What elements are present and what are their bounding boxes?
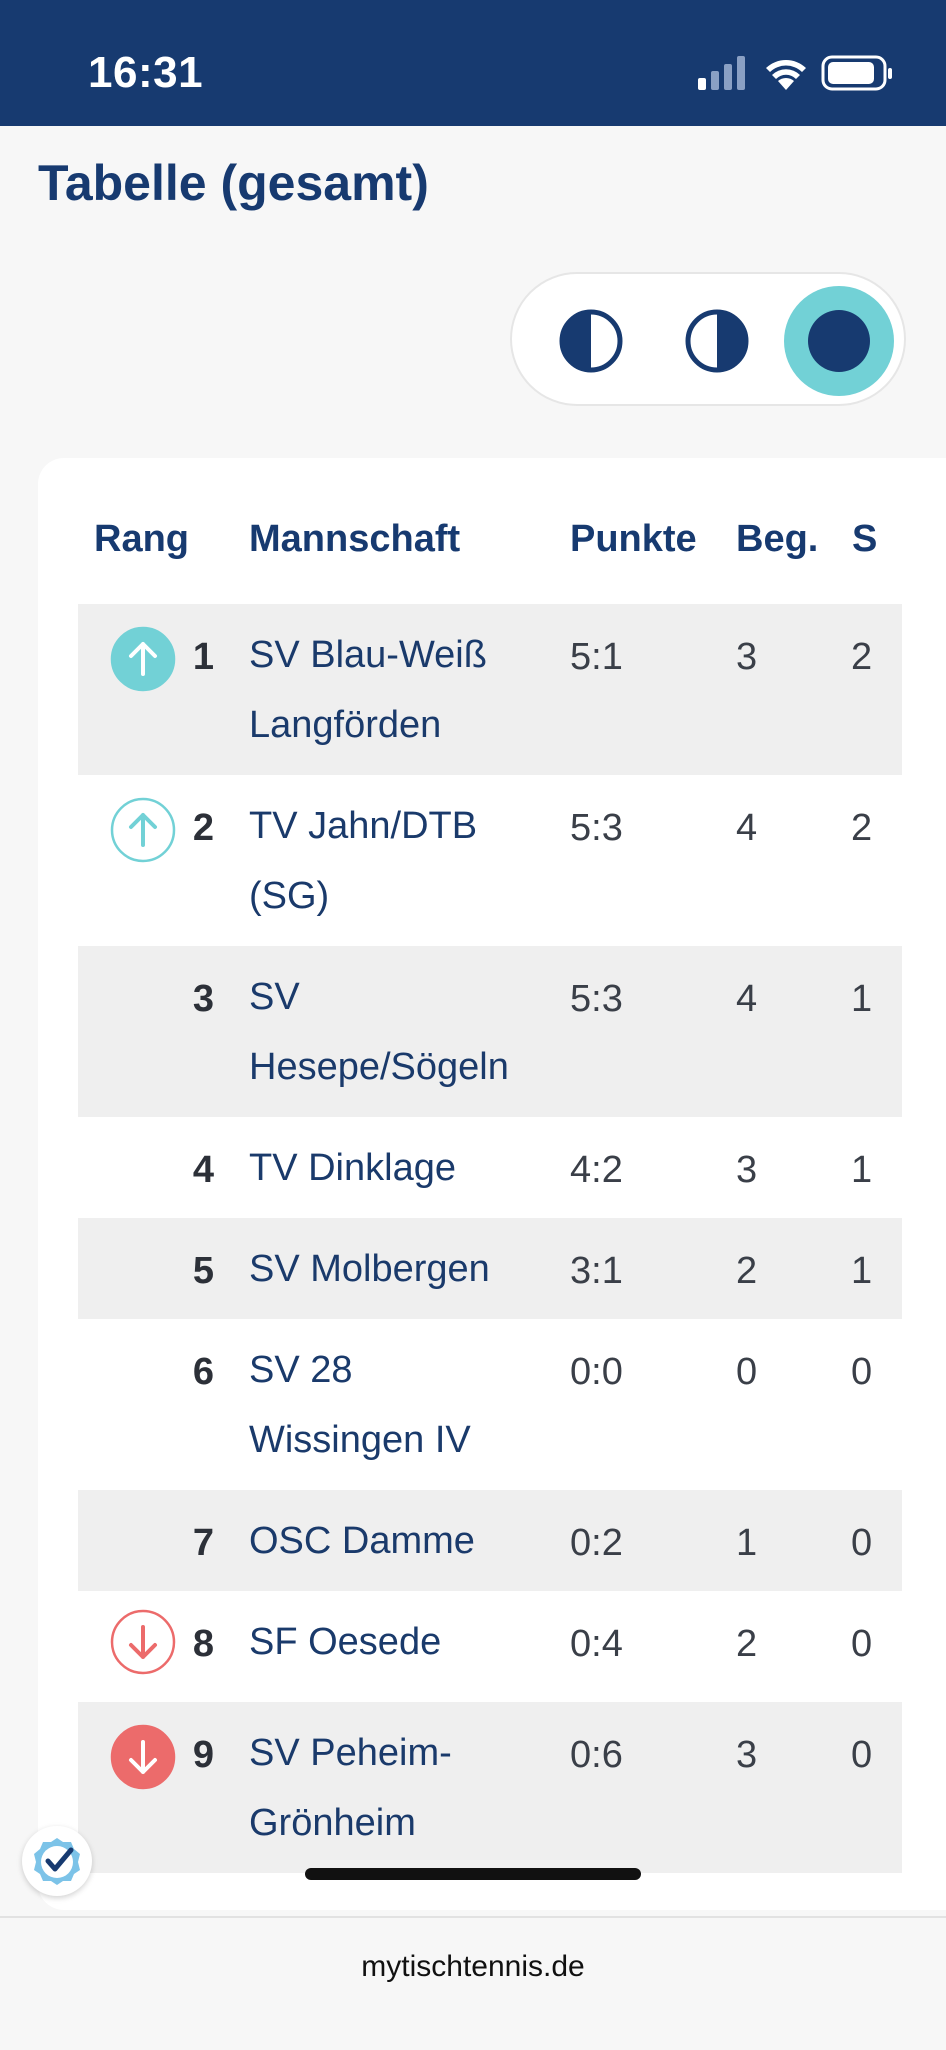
stat-punkte: 3:1 xyxy=(570,1250,623,1292)
table-row[interactable]: 6 SV 28 Wissingen IV 0:0 0 0 xyxy=(78,1319,902,1490)
home-indicator[interactable] xyxy=(305,1868,641,1880)
stat-s: 0 xyxy=(851,1734,873,1776)
team-name[interactable]: SV Molbergen xyxy=(249,1234,549,1304)
team-name-line1: SV 28 xyxy=(249,1349,353,1391)
table-row[interactable]: 1 SV Blau-Weiß Langförden 5:1 3 2 xyxy=(78,604,902,775)
stat-s: 0 xyxy=(851,1623,873,1665)
team-name[interactable]: SV 28 Wissingen IV xyxy=(249,1335,549,1475)
rank-number: 3 xyxy=(192,978,214,1020)
rank-number: 1 xyxy=(192,636,214,678)
stat-s: 2 xyxy=(851,807,873,849)
stat-beg: 4 xyxy=(736,807,758,849)
arrow-down-icon xyxy=(110,1724,176,1790)
team-name-line1: SV Peheim- xyxy=(249,1732,452,1774)
header-mannschaft[interactable]: Mannschaft xyxy=(249,518,461,560)
verified-badge[interactable] xyxy=(22,1826,92,1896)
footer-url[interactable]: mytischtennis.de xyxy=(361,1950,585,1983)
rank-number: 4 xyxy=(192,1149,214,1191)
team-name-line1: SF Oesede xyxy=(249,1621,442,1663)
arrow-up-icon xyxy=(110,797,176,863)
view-toggle xyxy=(510,272,906,406)
battery-icon xyxy=(821,55,892,91)
left-half-icon xyxy=(559,309,623,373)
table-row[interactable]: 8 SF Oesede 0:4 2 0 xyxy=(78,1591,902,1702)
team-name[interactable]: TV Jahn/DTB (SG) xyxy=(249,791,549,931)
right-half-icon xyxy=(685,309,749,373)
page-title: Tabelle (gesamt) xyxy=(38,155,429,211)
rank-number: 2 xyxy=(192,807,214,849)
header-s[interactable]: S xyxy=(852,518,878,560)
team-name[interactable]: SV Peheim- Grönheim xyxy=(249,1718,549,1858)
stat-s: 1 xyxy=(851,1250,873,1292)
rank-number: 6 xyxy=(192,1351,214,1393)
table-row[interactable]: 5 SV Molbergen 3:1 2 1 xyxy=(78,1218,902,1319)
team-name-line1: TV Dinklage xyxy=(249,1147,456,1189)
team-name-line1: OSC Damme xyxy=(249,1520,475,1562)
team-name[interactable]: SV Hesepe/Sögeln xyxy=(249,962,549,1102)
status-bar: 16:31 xyxy=(0,0,946,126)
stat-s: 0 xyxy=(851,1522,873,1564)
stat-punkte: 5:1 xyxy=(570,636,623,678)
stat-beg: 2 xyxy=(736,1623,758,1665)
stat-punkte: 0:2 xyxy=(570,1522,623,1564)
header-beg[interactable]: Beg. xyxy=(736,518,819,560)
full-circle-icon xyxy=(808,310,870,372)
stat-s: 1 xyxy=(851,978,873,1020)
team-name-line2: Grönheim xyxy=(249,1802,416,1844)
stat-punkte: 4:2 xyxy=(570,1149,623,1191)
table-row[interactable]: 9 SV Peheim- Grönheim 0:6 3 0 xyxy=(78,1702,902,1873)
verified-check-icon xyxy=(34,1838,80,1885)
arrow-up-icon xyxy=(110,626,176,692)
team-name-line1: TV Jahn/DTB xyxy=(249,805,478,847)
stat-beg: 4 xyxy=(736,978,758,1020)
team-name-line2: Wissingen IV xyxy=(249,1419,471,1461)
stat-beg: 3 xyxy=(736,1149,758,1191)
wifi-icon xyxy=(766,60,806,90)
team-name[interactable]: SV Blau-Weiß Langförden xyxy=(249,620,549,760)
rank-number: 5 xyxy=(192,1250,214,1292)
toggle-left-half[interactable] xyxy=(536,286,646,396)
rank-number: 7 xyxy=(192,1522,214,1564)
team-name-line2: (SG) xyxy=(249,875,330,917)
stat-punkte: 0:0 xyxy=(570,1351,623,1393)
stat-s: 1 xyxy=(851,1149,873,1191)
table-row[interactable]: 3 SV Hesepe/Sögeln 5:3 4 1 xyxy=(78,946,902,1117)
status-icons xyxy=(698,54,898,94)
team-name[interactable]: TV Dinklage xyxy=(249,1133,549,1203)
team-name[interactable]: SF Oesede xyxy=(249,1607,549,1677)
table-row[interactable]: 7 OSC Damme 0:2 1 0 xyxy=(78,1490,902,1591)
stat-punkte: 5:3 xyxy=(570,807,623,849)
status-time: 16:31 xyxy=(88,48,204,97)
table-row[interactable]: 2 TV Jahn/DTB (SG) 5:3 4 2 xyxy=(78,775,902,946)
stat-punkte: 0:4 xyxy=(570,1623,623,1665)
team-name-line1: SV Molbergen xyxy=(249,1248,490,1290)
stat-punkte: 5:3 xyxy=(570,978,623,1020)
signal-icon xyxy=(698,56,745,90)
stat-punkte: 0:6 xyxy=(570,1734,623,1776)
toggle-full[interactable] xyxy=(784,286,894,396)
stat-beg: 2 xyxy=(736,1250,758,1292)
browser-footer: mytischtennis.de xyxy=(0,1916,946,2050)
rank-number: 9 xyxy=(192,1734,214,1776)
header-rang[interactable]: Rang xyxy=(94,518,189,560)
stat-s: 2 xyxy=(851,636,873,678)
team-name-line1: SV xyxy=(249,976,300,1018)
rank-number: 8 xyxy=(192,1623,214,1665)
header-punkte[interactable]: Punkte xyxy=(570,518,697,560)
team-name-line2: Langförden xyxy=(249,704,442,746)
stat-beg: 0 xyxy=(736,1351,758,1393)
team-name-line2: Hesepe/Sögeln xyxy=(249,1046,509,1088)
stat-beg: 3 xyxy=(736,1734,758,1776)
team-name-line1: SV Blau-Weiß xyxy=(249,634,487,676)
table-row[interactable]: 4 TV Dinklage 4:2 3 1 xyxy=(78,1117,902,1218)
arrow-down-icon xyxy=(110,1609,176,1675)
toggle-right-half[interactable] xyxy=(662,286,772,396)
stat-beg: 1 xyxy=(736,1522,758,1564)
stat-beg: 3 xyxy=(736,636,758,678)
stat-s: 0 xyxy=(851,1351,873,1393)
team-name[interactable]: OSC Damme xyxy=(249,1506,549,1576)
